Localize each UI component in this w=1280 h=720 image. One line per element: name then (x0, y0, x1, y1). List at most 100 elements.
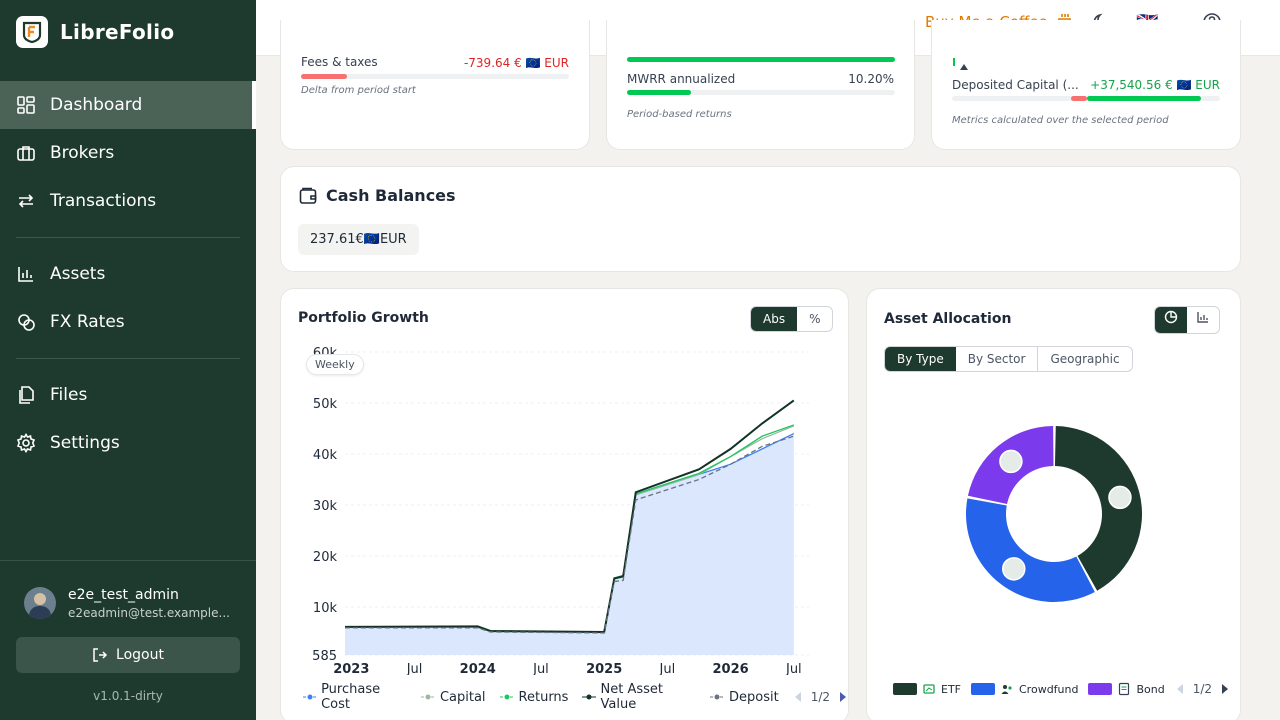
abs-toggle-button[interactable]: Abs (751, 307, 798, 331)
arrows-exchange-icon (18, 194, 34, 208)
legend-label: Capital (439, 689, 486, 705)
legend-label: ETF (941, 682, 961, 696)
legend-item-returns[interactable]: Returns (499, 689, 569, 705)
slice-icon-crowdfund (1002, 557, 1026, 581)
sidebar-item-label: Files (50, 385, 88, 405)
mwrr-bar (627, 90, 895, 95)
legend-item-net-asset-value[interactable]: Net Asset Value (582, 682, 696, 712)
deposited-value: +37,540.56 € 🇪🇺 EUR (1090, 78, 1220, 92)
briefcase-icon (17, 146, 35, 161)
asset-allocation-card: Asset Allocation By Type By Sector Geogr… (866, 288, 1241, 720)
marker (953, 58, 955, 66)
y-tick-label: 30k (313, 499, 338, 514)
wallet-icon (299, 187, 317, 204)
metric-card-mwrr: MWRR annualized 10.20% Period-based retu… (606, 20, 915, 150)
legend-item-deposit[interactable]: Deposit (709, 690, 779, 705)
slice-icon-etf (1108, 485, 1132, 510)
pager-prev-icon[interactable] (793, 691, 803, 703)
donut-slice-crowdfund (966, 498, 1095, 602)
legend-label: Net Asset Value (600, 682, 664, 712)
bar-chart-toggle-button[interactable] (1187, 307, 1219, 333)
tab-by-sector[interactable]: By Sector (956, 347, 1039, 371)
app-logo-icon (16, 16, 48, 48)
asset-allocation-donut (966, 426, 1142, 602)
user-name: e2e_test_admin (68, 587, 179, 603)
growth-legend: Purchase Cost Capital Returns Net Asset … (303, 682, 848, 712)
series-line-net-asset-value (344, 399, 795, 633)
allocation-legend: ETF Crowdfund Bond 1/2 (893, 682, 1230, 696)
files-icon (19, 386, 34, 404)
legend-item-etf[interactable]: ETF (893, 682, 961, 696)
fees-bar (301, 74, 569, 79)
metric-card-deposited: Deposited Capital (... +37,540.56 € 🇪🇺 E… (931, 20, 1241, 150)
sidebar-item-assets[interactable]: Assets (0, 250, 256, 298)
y-tick-label: 20k (313, 550, 338, 565)
sidebar-item-label: Brokers (50, 143, 115, 163)
brand[interactable]: LibreFolio (16, 16, 174, 48)
sidebar-item-brokers[interactable]: Brokers (0, 129, 256, 177)
legend-item-capital[interactable]: Capital (420, 689, 486, 705)
sidebar-item-files[interactable]: Files (0, 371, 256, 419)
deposited-label: Deposited Capital (... (952, 78, 1079, 92)
y-tick-label: 50k (313, 397, 338, 412)
etf-icon (923, 684, 935, 694)
pager-label: 1/2 (1192, 682, 1213, 696)
legend-item-crowdfund[interactable]: Crowdfund (971, 682, 1078, 696)
triangle-marker-icon (960, 64, 968, 70)
sidebar-item-transactions[interactable]: Transactions (0, 177, 256, 225)
abs-pct-toggle: Abs % (750, 306, 834, 332)
x-tick-label: Jul (532, 662, 549, 675)
legend-label: Crowdfund (1019, 682, 1079, 696)
legend-label: Returns (518, 689, 569, 705)
sidebar-item-label: Assets (50, 264, 106, 284)
allocation-legend-pager: 1/2 (1175, 682, 1230, 696)
sidebar-item-label: Transactions (50, 191, 157, 211)
legend-pager: 1/2 (793, 690, 848, 704)
pager-next-icon[interactable] (838, 691, 848, 703)
deposited-bar (952, 96, 1220, 101)
sidebar-item-dashboard[interactable]: Dashboard (0, 81, 256, 129)
metric-card-fees: Fees & taxes -739.64 € 🇪🇺 EUR Delta from… (280, 20, 590, 150)
fees-value: -739.64 € 🇪🇺 EUR (463, 56, 569, 70)
frequency-badge[interactable]: Weekly (306, 354, 364, 375)
legend-item-purchase-cost[interactable]: Purchase Cost (303, 682, 407, 712)
logout-button[interactable]: Logout (16, 637, 240, 673)
x-tick-label: 2023 (333, 662, 369, 675)
app-name: LibreFolio (60, 20, 175, 44)
mwrr-hint: Period-based returns (627, 109, 732, 120)
coins-icon (18, 314, 35, 331)
sidebar-item-fx-rates[interactable]: FX Rates (0, 298, 256, 346)
slice-icon-bond (999, 449, 1023, 474)
legend-label: Bond (1136, 682, 1165, 696)
sidebar-item-settings[interactable]: Settings (0, 419, 256, 467)
nav-divider (16, 358, 240, 359)
avatar[interactable] (24, 587, 56, 619)
crowdfund-icon (1001, 685, 1012, 694)
purchase-cost-area (345, 433, 794, 655)
portfolio-growth-chart: 58510k20k30k40k50k60k2023Jul2024Jul2025J… (312, 346, 809, 675)
donut-slice-etf (1054, 426, 1142, 591)
x-tick-label: Jul (785, 662, 802, 675)
pie-chart-toggle-button[interactable] (1155, 307, 1187, 333)
series-line-deposit (345, 435, 795, 634)
sidebar: LibreFolio Dashboard Brokers Transaction… (0, 0, 256, 720)
x-tick-label: Jul (406, 662, 423, 675)
pager-next-icon[interactable] (1220, 683, 1230, 695)
portfolio-growth-card: Portfolio Growth Abs % 585 10k 20k 30k 40k 50… (280, 288, 849, 720)
pager-prev-icon[interactable] (1175, 683, 1185, 695)
tab-geographic[interactable]: Geographic (1050, 352, 1120, 366)
logout-icon (93, 648, 108, 662)
chart-type-toggle (1154, 306, 1220, 334)
legend-item-bond[interactable]: Bond (1088, 682, 1165, 696)
fees-hint: Delta from period start (301, 85, 416, 96)
gear-icon (16, 433, 36, 453)
y-tick-label: 10k (313, 601, 338, 616)
cash-balances-card: Cash Balances 237.61€🇪🇺EUR (280, 166, 1241, 272)
asset-allocation-title: Asset Allocation (884, 311, 1012, 327)
app-version: v1.0.1-dirty (93, 689, 163, 703)
tab-by-type[interactable]: By Type (885, 347, 956, 371)
deposited-hint: Metrics calculated over the selected per… (952, 115, 1169, 126)
x-tick-label: 2024 (460, 662, 496, 675)
percent-toggle-button[interactable]: % (809, 312, 821, 326)
y-tick-label: 40k (313, 448, 338, 463)
